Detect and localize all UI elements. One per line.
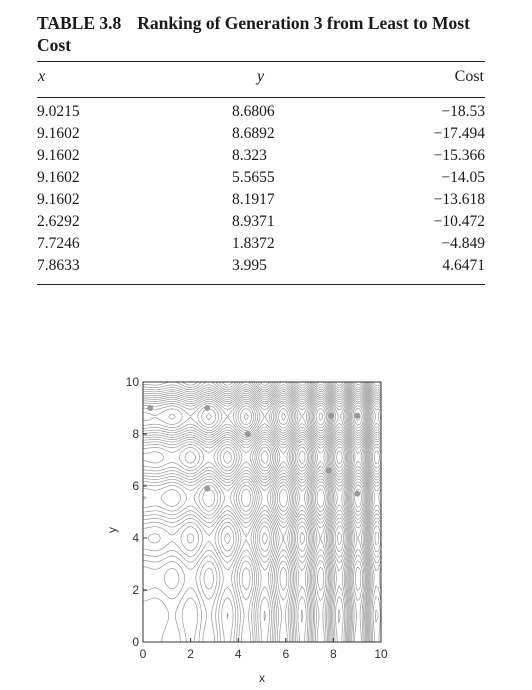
table-bottom-rule — [37, 284, 485, 285]
data-point — [325, 467, 332, 474]
table-title: Ranking of Generation 3 from Least to Mo… — [37, 13, 470, 55]
cell-cost: −13.618 — [433, 191, 485, 208]
contour-line — [205, 400, 367, 513]
column-header-cost: Cost — [454, 68, 484, 85]
cell-y: 8.1917 — [232, 191, 275, 208]
contour-plot-svg: 0 2 4 6 8 10 0 2 4 6 8 10 x y — [105, 375, 388, 685]
contour-line — [142, 381, 382, 643]
y-tick-label: 2 — [132, 583, 139, 597]
cell-y: 1.8372 — [232, 235, 275, 252]
table-number: TABLE 3.8 — [37, 13, 122, 33]
data-point — [354, 412, 361, 419]
cell-x: 7.7246 — [37, 235, 80, 252]
x-tick-label: 2 — [187, 647, 194, 661]
contour-line — [181, 381, 382, 623]
plot-frame — [142, 381, 382, 643]
cell-x: 9.1602 — [37, 147, 80, 164]
x-tick-label: 8 — [330, 647, 337, 661]
contour-line — [142, 381, 382, 643]
table-row: 7.8633 3.995 4.6471 — [0, 257, 532, 276]
cell-y: 5.5655 — [232, 169, 275, 186]
x-tick-label: 10 — [374, 647, 388, 661]
contour-line — [142, 386, 382, 643]
table-row: 9.1602 8.323 −15.366 — [0, 147, 532, 166]
contour-line — [142, 384, 382, 643]
cell-cost: −10.472 — [433, 213, 485, 230]
contour-plot: 0 2 4 6 8 10 0 2 4 6 8 10 x y — [100, 365, 460, 690]
contour-line — [318, 407, 363, 426]
cell-x: 2.6292 — [37, 213, 80, 230]
column-header-x: x — [38, 68, 46, 85]
x-tick-label: 0 — [140, 647, 147, 661]
data-point — [328, 412, 335, 419]
population-points — [147, 405, 361, 497]
data-point — [147, 405, 154, 411]
y-tick-label: 10 — [126, 375, 140, 389]
contour-line — [142, 381, 382, 643]
cell-cost: 4.6471 — [442, 257, 485, 274]
cell-y: 8.6892 — [232, 125, 275, 142]
data-point — [354, 490, 361, 497]
cell-x: 9.1602 — [37, 169, 80, 186]
x-tick-label: 4 — [235, 647, 242, 661]
contour-line — [168, 398, 368, 591]
contour-lines — [142, 381, 382, 643]
contour-line — [142, 381, 382, 643]
y-tick-label: 6 — [132, 479, 139, 493]
axes: 0 2 4 6 8 10 0 2 4 6 8 10 x y — [105, 375, 388, 685]
table-caption: TABLE 3.8 Ranking of Generation 3 from Le… — [37, 12, 497, 56]
cell-cost: −17.494 — [433, 125, 485, 142]
cell-y: 8.9371 — [232, 213, 275, 230]
table-row: 9.1602 8.6892 −17.494 — [0, 125, 532, 144]
y-axis-label: y — [105, 527, 119, 533]
y-tick-label: 0 — [132, 635, 139, 649]
table-row: 2.6292 8.9371 −10.472 — [0, 213, 532, 232]
y-tick-label: 4 — [132, 531, 139, 545]
contour-line — [190, 381, 382, 553]
data-point — [204, 485, 211, 492]
contour-line — [243, 402, 365, 508]
cell-cost: −14.05 — [441, 169, 485, 186]
contour-line — [142, 394, 369, 643]
cell-x: 7.8633 — [37, 257, 80, 274]
cell-x: 9.1602 — [37, 125, 80, 142]
contour-line — [226, 381, 382, 545]
table-row: 9.0215 8.6806 −18.53 — [0, 103, 532, 122]
column-header-y: y — [257, 68, 265, 85]
table-header-rule — [37, 97, 485, 98]
cell-x: 9.0215 — [37, 103, 80, 120]
table-row: 9.1602 5.5655 −14.05 — [0, 169, 532, 188]
table-top-rule — [37, 61, 485, 62]
contour-line — [142, 396, 368, 601]
data-point — [204, 405, 211, 411]
cell-x: 9.1602 — [37, 191, 80, 208]
x-tick-label: 6 — [282, 647, 289, 661]
contour-line — [142, 388, 373, 643]
contour-line — [142, 381, 382, 643]
contour-line — [142, 392, 370, 642]
cell-cost: −4.849 — [441, 235, 485, 252]
data-point — [244, 431, 251, 437]
cell-y: 8.323 — [232, 147, 267, 164]
contour-line — [142, 381, 382, 643]
cell-cost: −18.53 — [441, 103, 485, 120]
x-axis-label: x — [259, 671, 265, 685]
contour-line — [142, 390, 371, 643]
y-tick-label: 8 — [132, 427, 139, 441]
cell-y: 8.6806 — [232, 103, 275, 120]
cell-y: 3.995 — [232, 257, 267, 274]
table-row: 7.7246 1.8372 −4.849 — [0, 235, 532, 254]
table-row: 9.1602 8.1917 −13.618 — [0, 191, 532, 210]
cell-cost: −15.366 — [433, 147, 485, 164]
